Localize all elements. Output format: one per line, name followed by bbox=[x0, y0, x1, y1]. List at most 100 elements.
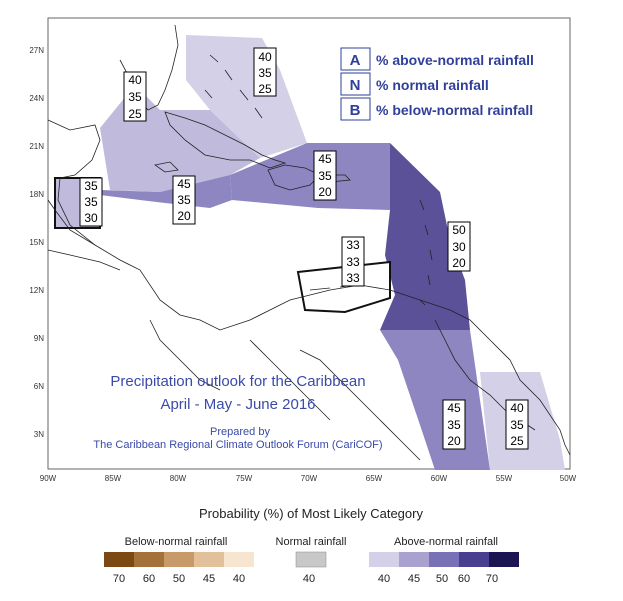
value-above: 35 bbox=[84, 179, 98, 193]
below-tick: 45 bbox=[203, 573, 215, 585]
value-above: 45 bbox=[447, 401, 461, 415]
lat-label: 21N bbox=[29, 142, 44, 151]
below-tick: 40 bbox=[233, 573, 245, 585]
normal-label: Normal rainfall bbox=[276, 536, 347, 548]
normal-tick: 40 bbox=[303, 573, 315, 585]
value-below: 30 bbox=[84, 211, 98, 225]
value-box-guianas: 45 35 20 bbox=[442, 399, 466, 450]
lon-label: 85W bbox=[105, 474, 122, 483]
below-normal-swatches bbox=[104, 552, 254, 567]
value-below: 33 bbox=[346, 271, 360, 285]
swatch-above-45 bbox=[399, 552, 429, 567]
swatch-below-70 bbox=[104, 552, 134, 567]
lat-label: 12N bbox=[29, 286, 44, 295]
value-box-abc-islands: 33 33 33 bbox=[341, 236, 365, 287]
above-normal-swatches bbox=[369, 552, 519, 567]
value-above: 45 bbox=[318, 152, 332, 166]
swatch-above-50 bbox=[429, 552, 459, 567]
swatch-below-50 bbox=[164, 552, 194, 567]
value-below: 25 bbox=[258, 82, 272, 96]
value-normal: 35 bbox=[84, 195, 98, 209]
value-above: 40 bbox=[128, 73, 142, 87]
value-above: 40 bbox=[258, 50, 272, 64]
value-below: 20 bbox=[447, 434, 461, 448]
value-box-jamaica: 45 35 20 bbox=[172, 175, 196, 225]
value-below: 20 bbox=[452, 256, 466, 270]
above-tick: 70 bbox=[486, 573, 498, 585]
lat-label: 3N bbox=[34, 430, 44, 439]
lon-label: 75W bbox=[236, 474, 253, 483]
lat-label: 27N bbox=[29, 46, 44, 55]
below-normal-label: Below-normal rainfall bbox=[125, 536, 228, 548]
value-normal: 30 bbox=[452, 240, 466, 254]
lat-label: 24N bbox=[29, 94, 44, 103]
value-normal: 35 bbox=[177, 193, 191, 207]
value-box-cuba-north: 40 35 25 bbox=[123, 71, 147, 122]
above-tick: 50 bbox=[436, 573, 448, 585]
value-box-belize: 35 35 30 bbox=[79, 177, 103, 227]
zone-jamaica bbox=[100, 175, 232, 208]
value-boxes: 40 35 25 40 35 25 35 35 30 45 35 20 45 bbox=[79, 47, 529, 450]
swatch-below-45 bbox=[194, 552, 224, 567]
lat-label: 15N bbox=[29, 238, 44, 247]
coastlines bbox=[47, 24, 571, 461]
organization: The Caribbean Regional Climate Outlook F… bbox=[93, 439, 382, 451]
value-below: 20 bbox=[318, 185, 332, 199]
value-normal: 33 bbox=[346, 255, 360, 269]
value-above: 40 bbox=[510, 401, 524, 415]
value-normal: 35 bbox=[447, 418, 461, 432]
key-text: % below-normal rainfall bbox=[376, 102, 533, 118]
key-letter: B bbox=[350, 102, 361, 119]
lon-label: 80W bbox=[170, 474, 187, 483]
value-below: 20 bbox=[177, 209, 191, 223]
lon-label: 55W bbox=[496, 474, 513, 483]
lon-label: 60W bbox=[431, 474, 448, 483]
lat-label: 9N bbox=[34, 334, 44, 343]
below-tick: 70 bbox=[113, 573, 125, 585]
scale-title: Probability (%) of Most Likely Category bbox=[199, 506, 423, 521]
swatch-normal-40 bbox=[295, 551, 327, 568]
value-normal: 35 bbox=[128, 90, 142, 104]
value-above: 33 bbox=[346, 238, 360, 252]
zone-eastern-caribbean bbox=[380, 143, 470, 330]
lon-label: 70W bbox=[301, 474, 318, 483]
value-normal: 35 bbox=[510, 418, 524, 432]
lat-label: 6N bbox=[34, 382, 44, 391]
value-box-suriname-east: 40 35 25 bbox=[505, 399, 529, 450]
probability-scale: Probability (%) of Most Likely Category … bbox=[104, 506, 519, 585]
lon-label: 65W bbox=[366, 474, 383, 483]
title-block: Precipitation outlook for the Caribbean … bbox=[93, 373, 382, 451]
zone-hispaniola bbox=[230, 143, 390, 210]
above-tick: 45 bbox=[408, 573, 420, 585]
swatch-below-60 bbox=[134, 552, 164, 567]
below-tick: 50 bbox=[173, 573, 185, 585]
lon-label: 50W bbox=[560, 474, 577, 483]
value-box-eastern-caribbean: 50 30 20 bbox=[447, 221, 471, 272]
zone-abc-islands bbox=[296, 260, 391, 314]
value-normal: 35 bbox=[258, 66, 272, 80]
below-tick: 60 bbox=[143, 573, 155, 585]
swatch-above-40 bbox=[369, 552, 399, 567]
lat-label: 18N bbox=[29, 190, 44, 199]
lon-axis: 90W 85W 80W 75W 70W 65W 60W 55W 50W bbox=[40, 474, 577, 483]
key-letter: A bbox=[350, 52, 361, 69]
value-below: 25 bbox=[510, 434, 524, 448]
map-subtitle: April - May - June 2016 bbox=[160, 396, 315, 413]
value-below: 25 bbox=[128, 107, 142, 121]
lon-label: 90W bbox=[40, 474, 57, 483]
key-letter: N bbox=[350, 77, 361, 94]
value-box-bahamas: 40 35 25 bbox=[253, 47, 277, 97]
map-title: Precipitation outlook for the Caribbean bbox=[110, 373, 365, 390]
prepared-by: Prepared by bbox=[210, 426, 270, 438]
key-text: % above-normal rainfall bbox=[376, 52, 534, 68]
value-above: 50 bbox=[452, 223, 466, 237]
key-text: % normal rainfall bbox=[376, 77, 489, 93]
value-above: 45 bbox=[177, 177, 191, 191]
zone-bahamas bbox=[186, 35, 307, 158]
value-box-hispaniola: 45 35 20 bbox=[313, 150, 337, 201]
above-tick: 40 bbox=[378, 573, 390, 585]
category-key: A % above-normal rainfall N % normal rai… bbox=[340, 47, 534, 121]
swatch-above-70 bbox=[489, 552, 519, 567]
lat-axis: 3N 6N 9N 12N 15N 18N 21N 24N 27N bbox=[29, 46, 44, 439]
